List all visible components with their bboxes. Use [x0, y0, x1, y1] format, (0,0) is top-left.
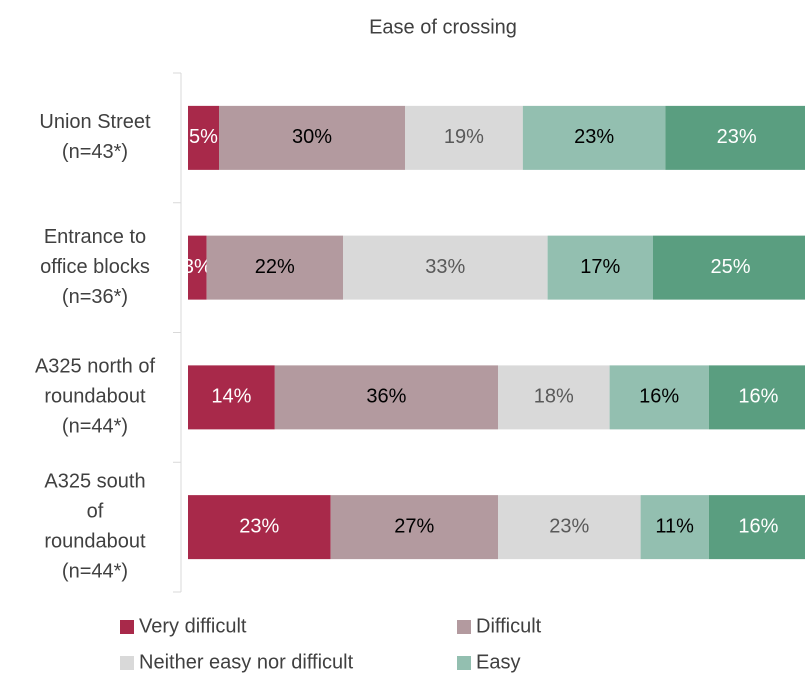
bar-segment	[405, 105, 523, 170]
data-label: 5%	[189, 126, 218, 148]
data-label: 23%	[549, 515, 589, 537]
data-label: 25%	[710, 256, 750, 278]
category-label: (n=44*)	[62, 560, 128, 582]
data-label: 23%	[717, 126, 757, 148]
data-label: 19%	[444, 126, 484, 148]
data-label: 36%	[366, 386, 406, 408]
data-label: 33%	[425, 256, 465, 278]
bar-segment	[188, 495, 331, 560]
data-label: 22%	[255, 256, 295, 278]
legend-swatch	[120, 620, 134, 634]
bar-segment	[274, 365, 498, 430]
bar-segment	[640, 495, 709, 560]
bar-segment	[206, 235, 343, 300]
legend-swatch	[457, 620, 471, 634]
data-label: 16%	[639, 386, 679, 408]
legend-label: Neither easy nor difficult	[139, 651, 354, 673]
bar-segment	[330, 495, 498, 560]
bar-segment	[708, 495, 805, 560]
bar-segment	[188, 365, 275, 430]
bar-segment	[188, 235, 207, 300]
category-label: roundabout	[44, 386, 146, 408]
data-label: 14%	[211, 386, 251, 408]
data-label: 11%	[655, 515, 694, 537]
legend-label: Very difficult	[139, 615, 247, 637]
category-label: (n=43*)	[62, 141, 128, 163]
data-label: 27%	[394, 515, 434, 537]
bar-segment	[653, 235, 805, 300]
data-label: 18%	[534, 386, 574, 408]
data-label: 16%	[738, 515, 778, 537]
category-label: office blocks	[40, 256, 150, 278]
bar-segment	[547, 235, 653, 300]
legend-swatch	[457, 656, 471, 670]
bar-segment	[665, 105, 805, 170]
legend-label: Easy	[476, 651, 520, 673]
category-label: (n=36*)	[62, 286, 128, 308]
bar-segment	[498, 365, 610, 430]
data-label: 3%	[183, 256, 212, 278]
legend-label: Difficult	[476, 615, 542, 637]
category-label: (n=44*)	[62, 416, 128, 438]
bar-segment	[498, 495, 641, 560]
bar-segment	[343, 235, 548, 300]
data-label: 23%	[574, 126, 614, 148]
bar-segment	[522, 105, 666, 170]
category-label: A325 north of	[35, 356, 156, 378]
category-label: of	[87, 500, 104, 522]
chart-title: Ease of crossing	[369, 16, 517, 38]
bar-segment	[188, 105, 219, 170]
legend-swatch	[120, 656, 134, 670]
data-label: 23%	[239, 515, 279, 537]
data-label: 17%	[580, 256, 620, 278]
data-label: 16%	[738, 386, 778, 408]
bar-segment	[219, 105, 405, 170]
category-label: Union Street	[39, 111, 151, 133]
data-label: 30%	[292, 126, 332, 148]
category-label: roundabout	[44, 530, 146, 552]
bar-segment	[708, 365, 805, 430]
category-label: Entrance to	[44, 226, 146, 248]
bar-segment	[609, 365, 709, 430]
category-label: A325 south	[44, 470, 145, 492]
